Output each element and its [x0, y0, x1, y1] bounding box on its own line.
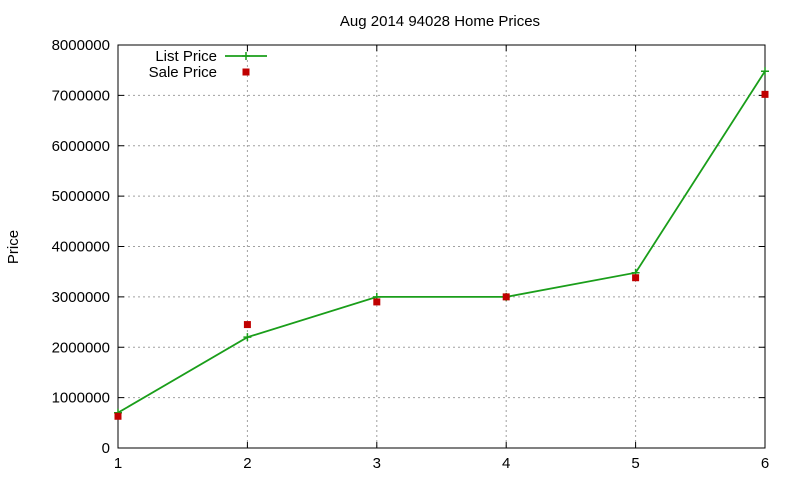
x-axis-ticks: 1 2 3 4 5 6 — [114, 45, 769, 472]
y-axis-ticks: 0 1000000 2000000 3000000 4000000 5000000 6000… — [52, 37, 765, 457]
y-tick-label: 7000000 — [52, 87, 110, 104]
legend-sample-sale-price-marker — [242, 68, 250, 76]
x-tick-label: 5 — [631, 455, 639, 472]
x-tick-label: 2 — [243, 455, 251, 472]
x-tick-label: 3 — [373, 455, 381, 472]
series-sale-price — [114, 90, 769, 420]
y-tick-label: 1000000 — [52, 390, 110, 407]
list-price-point — [243, 333, 252, 342]
sale-price-point — [502, 293, 510, 301]
x-tick-label: 6 — [761, 455, 769, 472]
y-tick-label: 3000000 — [52, 289, 110, 306]
plot-frame — [117, 44, 766, 449]
y-tick-label: 8000000 — [52, 37, 110, 54]
grid-lines — [118, 45, 765, 448]
sale-price-point — [761, 90, 769, 98]
sale-price-point — [632, 274, 640, 282]
legend: List Price Sale Price — [149, 48, 267, 81]
sale-price-point — [373, 298, 381, 306]
sale-price-point — [243, 321, 251, 329]
series-list-price — [114, 67, 769, 417]
y-tick-label: 6000000 — [52, 138, 110, 155]
list-price-point — [761, 67, 769, 76]
y-tick-label: 0 — [102, 440, 110, 457]
sale-price-point — [114, 412, 122, 420]
y-tick-label: 4000000 — [52, 239, 110, 256]
list-price-line — [117, 70, 766, 414]
x-tick-label: 1 — [114, 455, 122, 472]
data-series — [114, 67, 769, 420]
legend-label-sale-price: Sale Price — [149, 64, 217, 81]
chart-title: Aug 2014 94028 Home Prices — [340, 13, 540, 30]
y-tick-label: 2000000 — [52, 339, 110, 356]
legend-label-list-price: List Price — [155, 48, 217, 65]
x-tick-label: 4 — [502, 455, 510, 472]
y-axis-label: Price — [5, 230, 22, 264]
legend-sample-list-price-marker — [242, 52, 250, 60]
y-tick-label: 5000000 — [52, 188, 110, 205]
